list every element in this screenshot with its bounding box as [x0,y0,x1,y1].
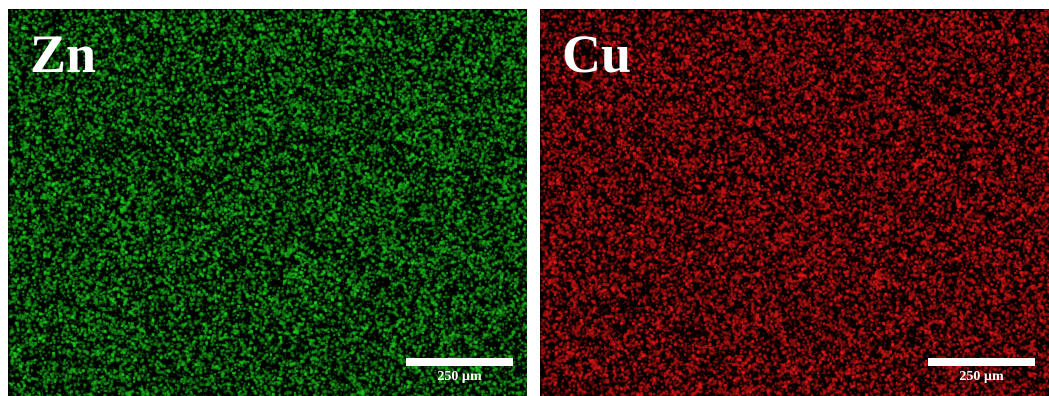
cu-element-label: Cu [562,24,632,84]
zn-element-label: Zn [30,24,97,84]
zn-scale-bar-line [406,358,513,366]
cu-map-image [540,9,1049,396]
cu-scale-bar-label: 250 µm [959,369,1004,384]
cu-scale-bar: 250 µm [928,358,1035,388]
zn-scale-bar-label: 250 µm [437,369,482,384]
zn-element-map: Zn 250 µm [8,9,527,396]
zn-scale-bar: 250 µm [406,358,513,388]
zn-map-image [8,9,527,396]
cu-element-map: Cu 250 µm [540,9,1049,396]
cu-scale-bar-line [928,358,1035,366]
